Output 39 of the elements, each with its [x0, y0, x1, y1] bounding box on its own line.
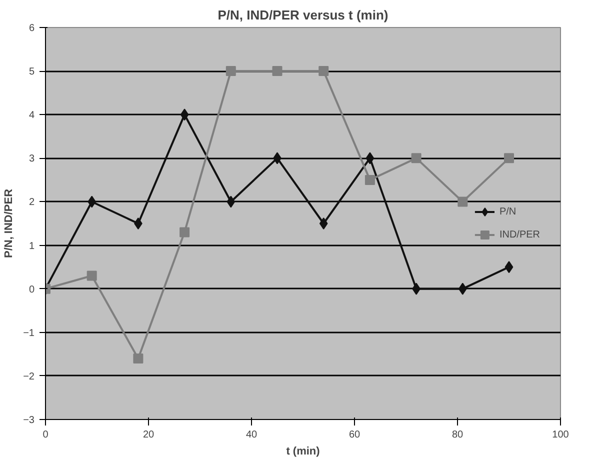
y-tick-label: 6 [28, 23, 35, 34]
y-tick-label: 5 [28, 66, 35, 78]
point [272, 66, 282, 76]
x-tick-label: 20 [142, 430, 154, 440]
point [318, 66, 329, 76]
y-tick-label: 3 [28, 154, 35, 165]
point [364, 174, 375, 185]
x-tick-label: 60 [348, 430, 360, 440]
y-tick-label: 0 [28, 284, 35, 296]
point [411, 153, 422, 164]
y-tick-label: −3 [23, 415, 35, 426]
x-tick-label: 100 [552, 430, 570, 440]
point [134, 218, 142, 230]
point [88, 196, 96, 208]
point [226, 66, 236, 76]
y-tick-label: 1 [28, 240, 35, 252]
point [180, 108, 189, 121]
y-tick-label: −2 [23, 371, 35, 382]
point [86, 270, 97, 281]
y-tick-label: 4 [28, 110, 35, 122]
point [504, 153, 514, 164]
point [504, 261, 514, 274]
x-tick-label: 40 [246, 430, 258, 440]
point [180, 227, 190, 238]
x-tick-label: 0 [42, 430, 49, 440]
legend-label: P/N [499, 206, 518, 217]
point [366, 152, 374, 164]
point [458, 196, 468, 207]
point [226, 196, 236, 208]
point [319, 218, 328, 230]
x-tick-label: 80 [452, 430, 464, 440]
y-tick-label: 2 [28, 197, 35, 208]
chart-title: P/N, IND/PER versus t (min) [218, 8, 388, 22]
x-axis-title: t (min) [286, 446, 320, 458]
legend-label: IND/PER [499, 229, 540, 240]
y-tick-label: −1 [23, 328, 35, 339]
point [458, 282, 467, 295]
y-axis-title: P/N, IND/PER [3, 188, 16, 258]
point [133, 354, 144, 364]
